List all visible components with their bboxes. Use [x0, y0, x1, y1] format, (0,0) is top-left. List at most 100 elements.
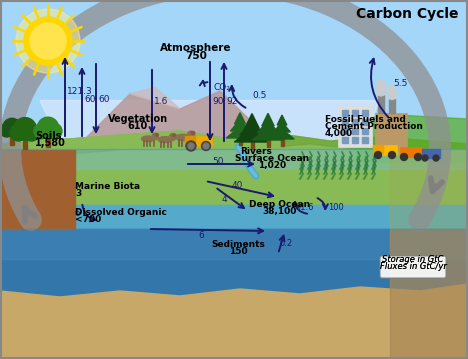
Bar: [362, 128, 368, 134]
Text: 3: 3: [75, 189, 81, 198]
Text: Carbon Cycle: Carbon Cycle: [356, 7, 458, 21]
Text: Dissolved Organic: Dissolved Organic: [75, 208, 167, 217]
Bar: [362, 110, 368, 116]
Text: Deep Ocean: Deep Ocean: [249, 200, 311, 209]
Text: Atmosphere: Atmosphere: [160, 43, 232, 53]
Text: 91.6: 91.6: [295, 202, 314, 211]
Bar: [338, 105, 372, 147]
Text: 60: 60: [84, 94, 95, 103]
Text: Sediments: Sediments: [211, 240, 265, 249]
Polygon shape: [0, 131, 280, 149]
Circle shape: [152, 133, 158, 140]
Polygon shape: [262, 113, 274, 126]
Text: Storage in GtC: Storage in GtC: [382, 255, 444, 264]
Polygon shape: [390, 149, 468, 229]
Circle shape: [16, 9, 80, 73]
Bar: [46, 139, 50, 147]
Text: Cement Production: Cement Production: [325, 122, 423, 131]
Text: 50: 50: [212, 157, 224, 165]
Bar: [342, 119, 348, 125]
Circle shape: [11, 123, 24, 137]
Bar: [188, 136, 212, 146]
Bar: [378, 95, 384, 113]
Text: Vegetation: Vegetation: [108, 114, 168, 124]
Circle shape: [388, 151, 395, 159]
Polygon shape: [75, 91, 280, 149]
Circle shape: [186, 141, 196, 151]
Text: Storage in GtC: Storage in GtC: [382, 255, 444, 264]
Polygon shape: [355, 89, 468, 162]
Ellipse shape: [155, 134, 158, 136]
Bar: [389, 99, 395, 113]
Polygon shape: [231, 120, 249, 131]
Circle shape: [10, 124, 27, 141]
Circle shape: [188, 143, 194, 149]
Polygon shape: [240, 121, 264, 135]
Bar: [342, 137, 348, 143]
Polygon shape: [130, 87, 180, 109]
Polygon shape: [257, 120, 278, 133]
Polygon shape: [274, 122, 290, 132]
Polygon shape: [226, 127, 254, 138]
Polygon shape: [245, 113, 259, 128]
Text: 38,100: 38,100: [263, 207, 297, 216]
Text: 40: 40: [232, 181, 243, 190]
Polygon shape: [40, 101, 380, 144]
Circle shape: [376, 86, 386, 96]
Polygon shape: [277, 115, 287, 125]
Bar: [373, 145, 383, 153]
Text: 750: 750: [185, 51, 207, 61]
Ellipse shape: [173, 134, 176, 137]
Text: Surface Ocean: Surface Ocean: [235, 154, 309, 163]
Text: 150: 150: [229, 247, 247, 256]
Text: 1,020: 1,020: [258, 161, 286, 170]
Text: 0.2: 0.2: [280, 239, 293, 248]
Bar: [375, 145, 397, 155]
Text: 1,580: 1,580: [35, 138, 66, 148]
Bar: [352, 137, 358, 143]
Polygon shape: [234, 127, 270, 142]
Circle shape: [23, 124, 40, 141]
Polygon shape: [0, 149, 468, 229]
Text: 1.6: 1.6: [154, 97, 168, 106]
Bar: [185, 136, 195, 144]
Circle shape: [30, 23, 66, 59]
Circle shape: [415, 154, 422, 160]
Text: Fluxes in GtC/yr: Fluxes in GtC/yr: [380, 262, 446, 271]
Ellipse shape: [158, 137, 172, 143]
Polygon shape: [0, 0, 468, 162]
Polygon shape: [0, 131, 468, 204]
Text: Soils: Soils: [35, 131, 61, 141]
Polygon shape: [0, 144, 75, 229]
Text: Fluxes in GtC/yr: Fluxes in GtC/yr: [380, 262, 446, 271]
Text: 4: 4: [222, 196, 227, 205]
Circle shape: [202, 141, 211, 150]
Polygon shape: [0, 229, 468, 359]
Circle shape: [0, 123, 14, 137]
Circle shape: [433, 155, 439, 161]
Circle shape: [46, 123, 62, 139]
Text: 6: 6: [198, 232, 204, 241]
Text: 60: 60: [98, 94, 110, 103]
Text: <700: <700: [75, 215, 101, 224]
FancyBboxPatch shape: [380, 256, 446, 278]
Text: Fossil Fuels and: Fossil Fuels and: [325, 115, 406, 124]
Polygon shape: [0, 149, 468, 169]
Bar: [352, 110, 358, 116]
Bar: [280, 139, 284, 146]
Text: 121.3: 121.3: [67, 88, 93, 97]
Circle shape: [374, 151, 381, 159]
Text: CO₂: CO₂: [213, 84, 230, 93]
Bar: [239, 138, 241, 145]
Circle shape: [14, 118, 37, 140]
Circle shape: [37, 117, 58, 139]
Polygon shape: [234, 113, 246, 124]
Ellipse shape: [191, 131, 195, 134]
Polygon shape: [390, 229, 468, 359]
Polygon shape: [253, 127, 284, 140]
Text: 90: 90: [212, 97, 224, 106]
Bar: [352, 128, 358, 134]
Bar: [342, 128, 348, 134]
Circle shape: [24, 17, 72, 65]
Circle shape: [3, 118, 21, 136]
